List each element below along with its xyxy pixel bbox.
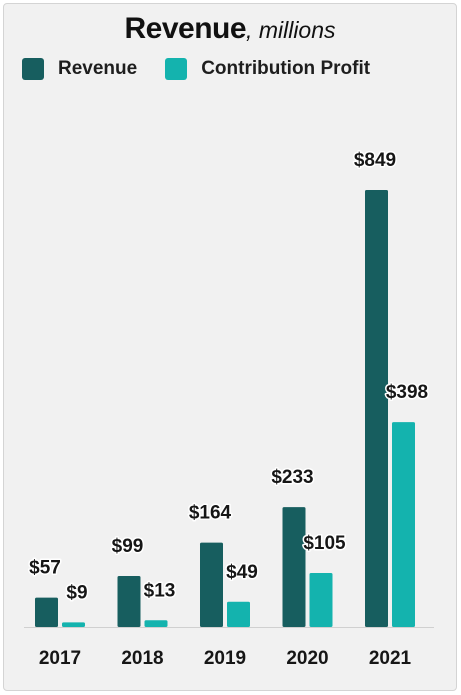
x-tick-label-2021: 2021 (369, 648, 412, 669)
bar-revenue-2019 (200, 542, 223, 627)
legend-item-revenue: Revenue (22, 58, 137, 80)
x-tick-label-2018: 2018 (121, 648, 163, 669)
chart-legend: Revenue Contribution Profit (22, 58, 370, 80)
data-label-contribution-profit-2020: $105 (303, 533, 346, 554)
legend-item-contribution-profit: Contribution Profit (165, 58, 370, 80)
legend-label-revenue: Revenue (58, 58, 138, 79)
bar-contribution-profit-2021 (392, 422, 415, 627)
data-label-revenue-2018: $99 (112, 536, 144, 557)
data-label-revenue-2021: $849 (354, 150, 396, 171)
chart-subtitle: millions (258, 17, 336, 43)
legend-swatch-contribution-profit (165, 58, 188, 80)
bar-contribution-profit-2019 (227, 601, 250, 627)
legend-swatch-revenue (22, 58, 44, 80)
chart-title-block: Revenue, millions (4, 12, 456, 46)
bar-contribution-profit-2017 (62, 622, 85, 627)
bar-contribution-profit-2018 (144, 620, 168, 627)
chart-card: Revenue, millions Revenue Contribution P… (3, 3, 457, 691)
legend-label-contribution-profit: Contribution Profit (201, 58, 371, 79)
chart-subtitle-separator: , (246, 17, 259, 43)
data-label-contribution-profit-2021: $398 (386, 382, 428, 403)
x-tick-label-2017: 2017 (39, 648, 81, 669)
data-label-revenue-2020: $233 (271, 467, 313, 488)
x-tick-label-2020: 2020 (286, 648, 328, 669)
bar-contribution-profit-2020 (309, 572, 333, 627)
data-label-contribution-profit-2019: $49 (226, 562, 258, 583)
bar-chart-plot: $57$9 2017 $99 $13 2018 $164 $49 2019 $233 $105 20… (24, 149, 434, 669)
data-label-revenue-2017: $57 (29, 558, 61, 579)
chart-title: Revenue (124, 12, 247, 45)
bar-revenue-2020 (282, 507, 306, 627)
bar-revenue-2021 (365, 190, 388, 627)
x-tick-label-2019: 2019 (204, 648, 246, 669)
bar-revenue-2018 (117, 576, 141, 627)
data-label-revenue-2019: $164 (189, 503, 232, 524)
data-label-contribution-profit-2018: $13 (144, 580, 176, 601)
bar-revenue-2017 (35, 597, 58, 627)
data-label-contribution-profit-2017: $9 (66, 582, 87, 603)
